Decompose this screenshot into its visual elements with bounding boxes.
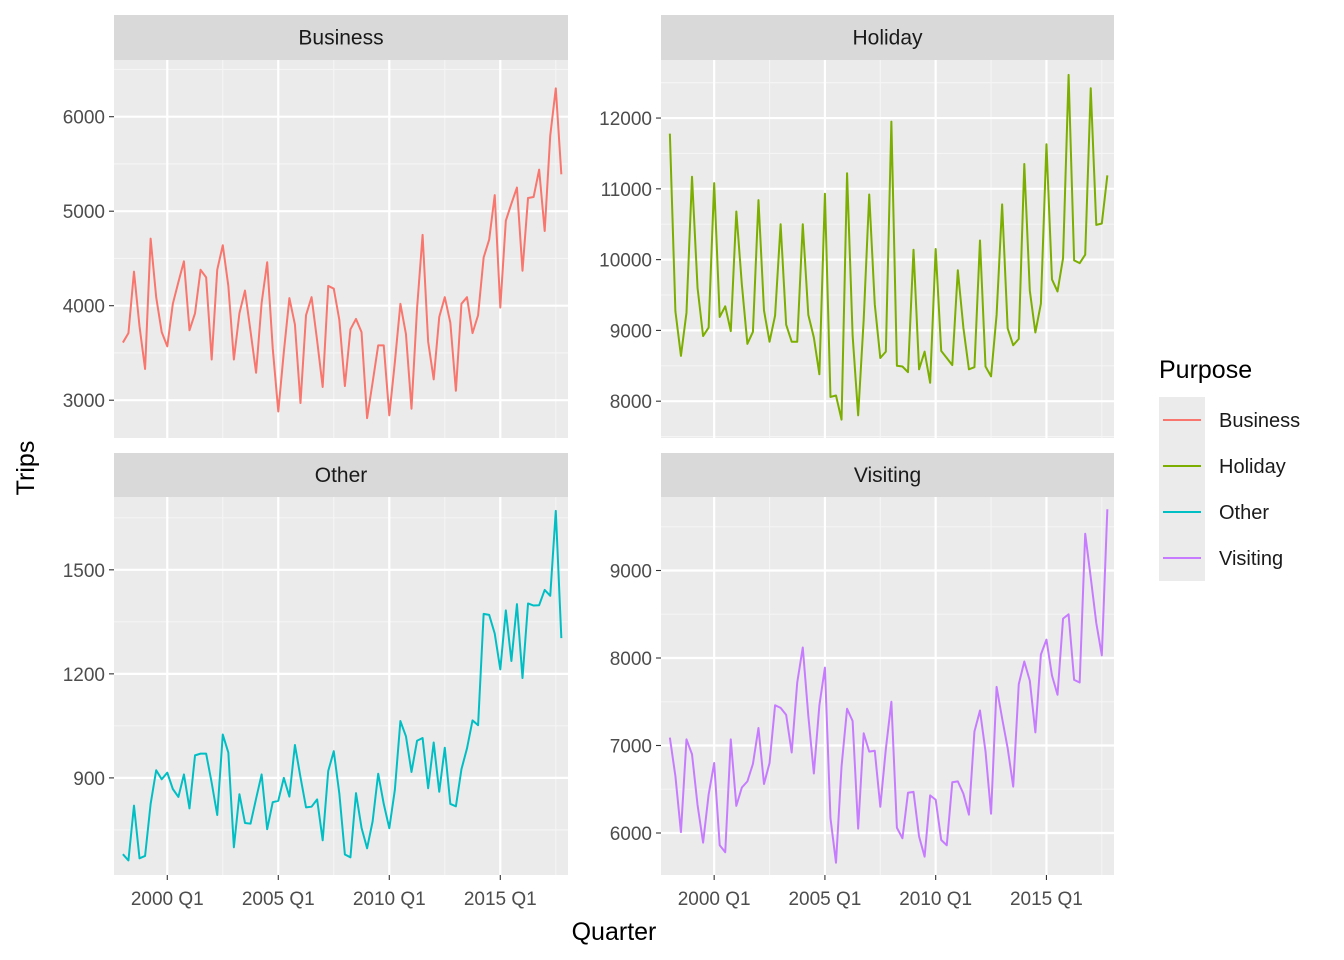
- y-tick-label: 5000: [63, 202, 105, 223]
- y-tick-label: 12000: [599, 109, 652, 130]
- y-tick-label: 9000: [610, 321, 652, 342]
- legend-entry-other: Other: [1163, 502, 1269, 524]
- strip-visiting: [661, 453, 1114, 497]
- panel-background-business: [114, 60, 568, 438]
- y-tick-label: 900: [73, 769, 105, 790]
- y-tick-label: 9000: [610, 562, 652, 583]
- x-tick-label: 2015 Q1: [464, 889, 537, 910]
- x-tick-label: 2015 Q1: [1010, 889, 1083, 910]
- x-axis-other: 2000 Q1 2005 Q1 2010 Q1 2015 Q1: [131, 875, 537, 910]
- strip-label-holiday: Holiday: [852, 27, 923, 50]
- series-line-other: [122, 509, 563, 862]
- strip-holiday: [661, 15, 1114, 60]
- panel-business: Business 3000 4000 5000 6000: [63, 15, 568, 438]
- y-tick-label: 11000: [601, 180, 652, 201]
- y-axis-title: Trips: [12, 441, 40, 496]
- y-tick-label: 7000: [610, 737, 652, 758]
- x-axis-title: Quarter: [572, 918, 657, 946]
- series-line-holiday: [668, 73, 1109, 421]
- y-axis-holiday: 8000 9000 10000 11000 12000: [599, 109, 661, 413]
- y-tick-label: 1200: [63, 665, 105, 686]
- x-tick-label: 2005 Q1: [788, 889, 861, 910]
- panel-visiting: Visiting 6000 7000 8000 9000: [610, 453, 1114, 875]
- legend: Purpose Business Holiday Other Visiting: [1159, 356, 1300, 581]
- legend-entry-business: Business: [1163, 410, 1300, 432]
- y-tick-label: 6000: [610, 824, 652, 845]
- facet-panels: Business 3000 4000 5000 6000 Holiday 8000 9000 1…: [63, 15, 1114, 875]
- legend-label-business: Business: [1219, 410, 1300, 432]
- y-tick-label: 3000: [63, 391, 105, 412]
- x-axis: 2000 Q1 2005 Q1 2010 Q1 2015 Q1 2000 Q1 2005 …: [131, 875, 1083, 910]
- gridlines-other: [114, 497, 568, 875]
- y-tick-label: 4000: [63, 297, 105, 318]
- y-tick-label: 6000: [63, 108, 105, 129]
- strip-other: [114, 453, 568, 497]
- strip-label-visiting: Visiting: [854, 464, 921, 487]
- y-axis-other: 900 1200 1500: [63, 561, 114, 790]
- series-line-visiting: [668, 509, 1109, 864]
- legend-label-visiting: Visiting: [1219, 548, 1283, 570]
- x-tick-label: 2010 Q1: [353, 889, 426, 910]
- x-tick-label: 2000 Q1: [678, 889, 751, 910]
- x-tick-label: 2000 Q1: [131, 889, 204, 910]
- panel-holiday: Holiday 8000 9000 10000 11000 12000: [599, 15, 1114, 438]
- legend-entries: Business Holiday Other Visiting: [1163, 410, 1300, 570]
- y-tick-label: 10000: [599, 251, 652, 272]
- panel-other: Other 900 1200 1500: [63, 453, 568, 875]
- legend-label-other: Other: [1219, 502, 1269, 524]
- x-tick-label: 2005 Q1: [242, 889, 315, 910]
- strip-business: [114, 15, 568, 60]
- y-axis-visiting: 6000 7000 8000 9000: [610, 562, 661, 845]
- strip-label-business: Business: [298, 27, 383, 50]
- y-tick-label: 8000: [610, 649, 652, 670]
- x-tick-label: 2010 Q1: [899, 889, 972, 910]
- legend-entry-holiday: Holiday: [1163, 456, 1286, 478]
- y-tick-label: 1500: [63, 561, 105, 582]
- legend-title: Purpose: [1159, 356, 1252, 384]
- legend-key-background: [1159, 397, 1205, 581]
- gridlines-business: [114, 60, 568, 438]
- legend-label-holiday: Holiday: [1219, 456, 1286, 478]
- legend-entry-visiting: Visiting: [1163, 548, 1283, 570]
- series-line-business: [122, 87, 563, 420]
- x-axis-visiting: 2000 Q1 2005 Q1 2010 Q1 2015 Q1: [678, 875, 1083, 910]
- y-axis-business: 3000 4000 5000 6000: [63, 108, 114, 412]
- strip-label-other: Other: [315, 464, 368, 487]
- y-tick-label: 8000: [610, 392, 652, 413]
